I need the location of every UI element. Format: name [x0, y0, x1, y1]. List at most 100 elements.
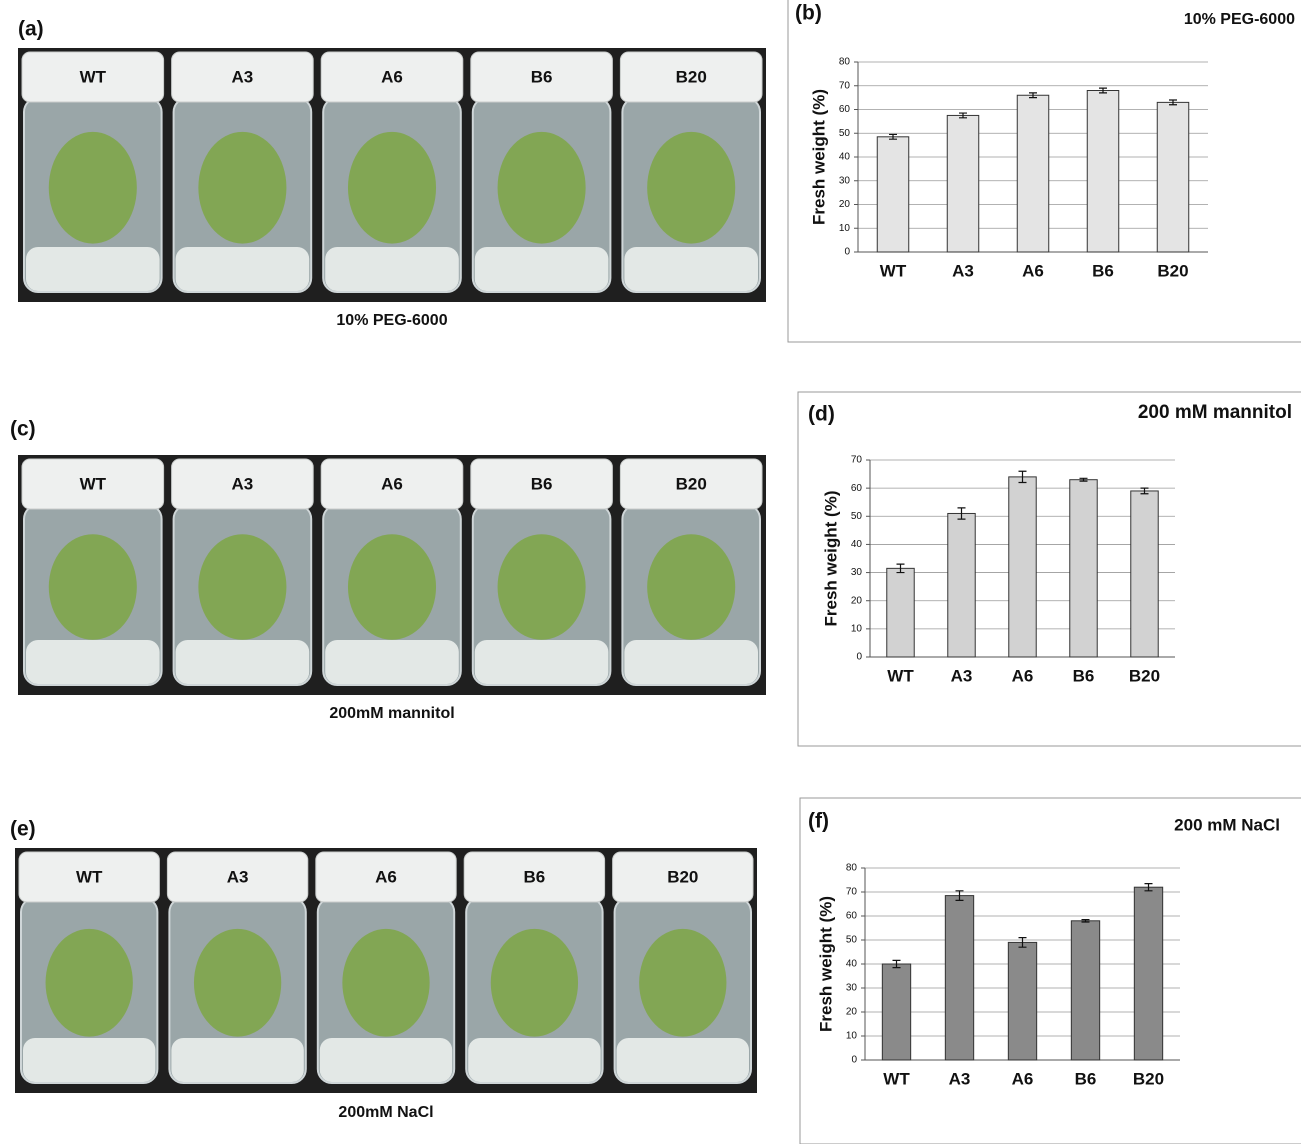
- bar: [1157, 102, 1189, 252]
- y-axis-label: Fresh weight (%): [816, 896, 835, 1032]
- x-tick-label: B6: [1092, 261, 1114, 280]
- bar: [1131, 491, 1158, 657]
- jar-gel: [325, 640, 459, 684]
- y-tick-label: 50: [839, 128, 851, 139]
- chart-title: 10% PEG-6000: [1184, 11, 1295, 28]
- jar-gel: [468, 1038, 600, 1082]
- figure: (a)WTA3A6B6B2010% PEG-6000(c)WTA3A6B6B20…: [0, 0, 1301, 1144]
- panel-label: (c): [10, 418, 36, 441]
- jar-gel: [624, 247, 758, 291]
- y-tick-label: 40: [846, 959, 858, 970]
- y-tick-label: 10: [839, 223, 851, 234]
- x-tick-label: B6: [1073, 666, 1095, 685]
- y-tick-label: 80: [846, 863, 858, 874]
- y-tick-label: 70: [846, 887, 858, 898]
- y-tick-label: 30: [846, 983, 858, 994]
- plant: [348, 132, 436, 244]
- chart-title: 200 mM NaCl: [1174, 815, 1280, 834]
- photo-caption: 200mM NaCl: [338, 1104, 433, 1121]
- x-tick-label: WT: [887, 666, 914, 685]
- jar-label: A3: [232, 474, 254, 493]
- panel-label: (b): [795, 2, 822, 25]
- jar-label: WT: [76, 867, 103, 886]
- panel-label: (d): [808, 403, 835, 426]
- x-tick-label: A3: [951, 666, 973, 685]
- jar-gel: [475, 247, 609, 291]
- plant: [49, 132, 137, 244]
- plant: [498, 132, 586, 244]
- x-tick-label: A3: [952, 261, 974, 280]
- plant: [647, 534, 735, 640]
- y-tick-label: 20: [851, 595, 863, 606]
- y-tick-label: 0: [844, 247, 850, 258]
- y-axis-label: Fresh weight (%): [809, 89, 828, 225]
- y-tick-label: 50: [846, 935, 858, 946]
- jar-gel: [624, 640, 758, 684]
- jar-label: B6: [524, 867, 546, 886]
- jar-gel: [171, 1038, 303, 1082]
- y-tick-label: 20: [839, 199, 851, 210]
- jar-label: B6: [531, 474, 553, 493]
- bar: [1009, 477, 1036, 657]
- jar-label: B20: [676, 67, 707, 86]
- bar: [887, 568, 914, 657]
- jar-label: A6: [381, 474, 403, 493]
- x-tick-label: WT: [883, 1069, 910, 1088]
- bar: [1134, 887, 1162, 1060]
- bar: [1017, 95, 1049, 252]
- y-tick-label: 20: [846, 1007, 858, 1018]
- x-tick-label: A6: [1022, 261, 1044, 280]
- jar-label: A3: [232, 67, 254, 86]
- jar-label: A6: [381, 67, 403, 86]
- y-tick-label: 40: [851, 539, 863, 550]
- y-tick-label: 80: [839, 57, 851, 68]
- jar-gel: [325, 247, 459, 291]
- bar: [1070, 480, 1097, 657]
- plant: [498, 534, 586, 640]
- x-tick-label: B20: [1157, 261, 1188, 280]
- y-tick-label: 40: [839, 152, 851, 163]
- y-tick-label: 10: [851, 623, 863, 634]
- jar-gel: [320, 1038, 452, 1082]
- jar-gel: [617, 1038, 749, 1082]
- bar: [1087, 91, 1119, 253]
- bar: [1008, 942, 1036, 1060]
- plant: [49, 534, 137, 640]
- panel-border: [800, 798, 1301, 1144]
- chart-title: 200 mM mannitol: [1138, 402, 1292, 423]
- jar-label: A6: [375, 867, 397, 886]
- photo-caption: 200mM mannitol: [329, 705, 454, 722]
- x-tick-label: B20: [1133, 1069, 1164, 1088]
- x-tick-label: A3: [949, 1069, 971, 1088]
- y-tick-label: 60: [846, 911, 858, 922]
- y-tick-label: 70: [851, 455, 863, 466]
- photo-caption: 10% PEG-6000: [336, 312, 447, 329]
- plant: [194, 929, 281, 1037]
- jar-gel: [176, 640, 310, 684]
- y-tick-label: 60: [839, 104, 851, 115]
- jar-gel: [475, 640, 609, 684]
- y-tick-label: 0: [856, 652, 862, 663]
- jar-gel: [26, 247, 160, 291]
- jar-gel: [26, 640, 160, 684]
- x-tick-label: A6: [1012, 1069, 1034, 1088]
- bar: [948, 513, 975, 657]
- jar-label: WT: [80, 474, 107, 493]
- y-tick-label: 70: [839, 80, 851, 91]
- plant: [46, 929, 133, 1037]
- bar: [947, 115, 979, 252]
- y-tick-label: 10: [846, 1031, 858, 1042]
- panel-border: [798, 392, 1301, 746]
- plant: [348, 534, 436, 640]
- y-tick-label: 30: [851, 567, 863, 578]
- jar-gel: [23, 1038, 155, 1082]
- x-tick-label: B6: [1075, 1069, 1097, 1088]
- plant: [647, 132, 735, 244]
- bar: [882, 964, 910, 1060]
- plant: [198, 132, 286, 244]
- bar: [877, 137, 909, 252]
- panel-label: (f): [808, 810, 829, 833]
- jar-label: B20: [667, 867, 698, 886]
- jar-label: WT: [80, 67, 107, 86]
- x-tick-label: WT: [880, 261, 907, 280]
